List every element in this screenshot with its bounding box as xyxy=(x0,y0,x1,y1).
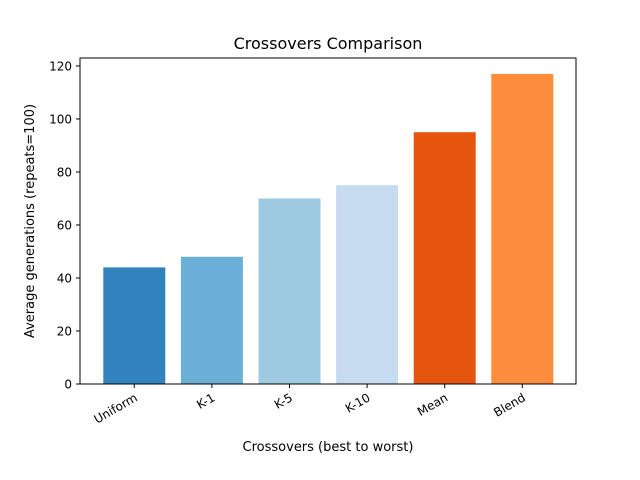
bars-group xyxy=(103,73,554,385)
y-tick-label: 20 xyxy=(57,324,72,338)
y-tick-label: 100 xyxy=(49,112,72,126)
y-tick-label: 40 xyxy=(57,271,72,285)
y-axis-label: Average generations (repeats=100) xyxy=(23,104,38,338)
y-tick-label: 60 xyxy=(57,218,72,232)
y-tick-label: 0 xyxy=(64,378,72,392)
y-ticks-group: 0 20 40 60 80 100 120 xyxy=(49,59,80,392)
bar-uniform xyxy=(103,267,166,384)
bar-k-1 xyxy=(180,256,243,384)
chart-title: Crossovers Comparison xyxy=(234,34,423,53)
x-axis-label: Crossovers (best to worst) xyxy=(243,440,414,455)
y-tick-label: 80 xyxy=(57,165,72,179)
bar-k-5 xyxy=(258,198,321,384)
bar-k-10 xyxy=(336,185,399,384)
bar-mean xyxy=(413,132,476,384)
bar-blend xyxy=(491,73,554,385)
plot-area-frame xyxy=(79,57,577,385)
y-tick-label: 120 xyxy=(49,59,72,73)
